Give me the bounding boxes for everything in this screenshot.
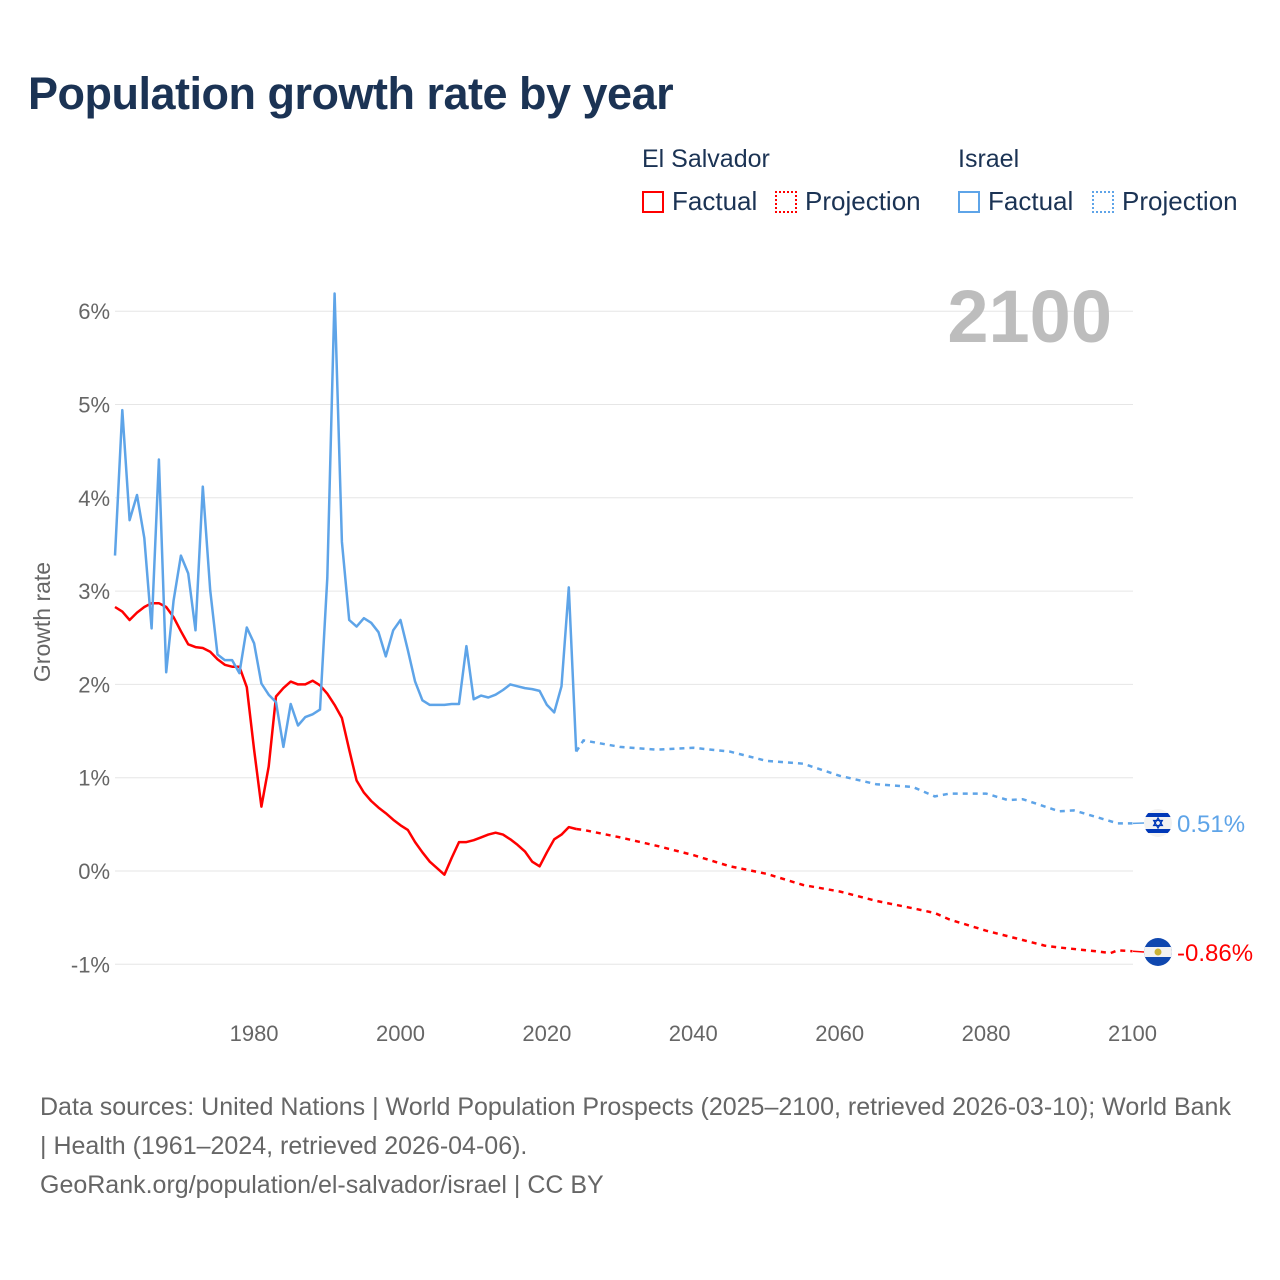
x-tick-label: 1980 <box>230 1021 279 1046</box>
el-salvador-flag-icon <box>1144 938 1172 966</box>
legend-swatch-dotted <box>775 190 797 213</box>
legend-label: Factual <box>988 186 1074 216</box>
flag-body <box>1144 938 1172 966</box>
israel-factual-line <box>113 292 578 752</box>
legend-swatch-solid <box>642 190 664 213</box>
star-of-david-icon <box>1152 819 1164 830</box>
source-link[interactable]: GeoRank.org/population/el-salvador/israe… <box>40 1171 604 1199</box>
legend-el-salvador-factual[interactable]: Factual <box>642 186 757 217</box>
israel-flag-icon <box>1144 809 1172 837</box>
y-tick-label: 6% <box>78 299 110 324</box>
current-year-label: 2100 <box>947 275 1112 358</box>
el-salvador-end-connector <box>1132 950 1145 953</box>
legend-israel-projection[interactable]: Projection <box>1092 186 1238 217</box>
star-of-david-icon <box>1152 816 1164 827</box>
legend-group-israel: Israel <box>958 145 1020 173</box>
flag-emblem <box>1154 948 1162 956</box>
israel-end-value-label: 0.51% <box>1177 811 1245 838</box>
y-tick-label: 3% <box>78 579 110 604</box>
x-tick-label: 2080 <box>962 1021 1011 1046</box>
y-tick-label: 0% <box>78 859 110 884</box>
el-salvador-factual-line <box>114 601 577 876</box>
el-salvador-end-value-label: -0.86% <box>1177 940 1253 967</box>
chart-plot: -1% 0% 1% 2% 3% 4% 5% 6% 1980 2000 2020 2040 2060 208… <box>29 275 1253 1046</box>
x-tick-label: 2020 <box>522 1021 571 1046</box>
legend-label: Factual <box>672 186 758 216</box>
flag-body <box>1144 809 1172 837</box>
legend-swatch-solid <box>958 190 980 213</box>
legend-group-el-salvador: El Salvador <box>642 145 770 173</box>
legend-swatch-dotted <box>1092 190 1114 213</box>
y-tick-label: 5% <box>78 393 110 418</box>
y-tick-label: 2% <box>78 672 110 697</box>
legend-el-salvador-projection[interactable]: Projection <box>775 186 921 217</box>
y-tick-label: -1% <box>71 952 110 977</box>
israel-projection-line <box>575 739 1133 825</box>
legend-label: Projection <box>1122 186 1238 216</box>
x-tick-label: 2000 <box>376 1021 425 1046</box>
legend-israel-factual[interactable]: Factual <box>958 186 1073 217</box>
legend-label: Projection <box>805 186 921 216</box>
flag-stripe <box>1144 829 1172 833</box>
y-axis-label: Growth rate <box>29 562 55 682</box>
y-tick-label: 1% <box>78 766 110 791</box>
x-tick-label: 2100 <box>1108 1021 1157 1046</box>
flag-stripe <box>1144 813 1172 817</box>
y-tick-label: 4% <box>78 486 110 511</box>
chart-title: Population growth rate by year <box>28 68 674 119</box>
source-text: Data sources: United Nations | World Pop… <box>40 1093 1231 1160</box>
x-tick-label: 2040 <box>669 1021 718 1046</box>
source-note: Data sources: United Nations | World Pop… <box>40 1088 1240 1205</box>
x-tick-label: 2060 <box>815 1021 864 1046</box>
el-salvador-projection-line <box>576 827 1133 955</box>
